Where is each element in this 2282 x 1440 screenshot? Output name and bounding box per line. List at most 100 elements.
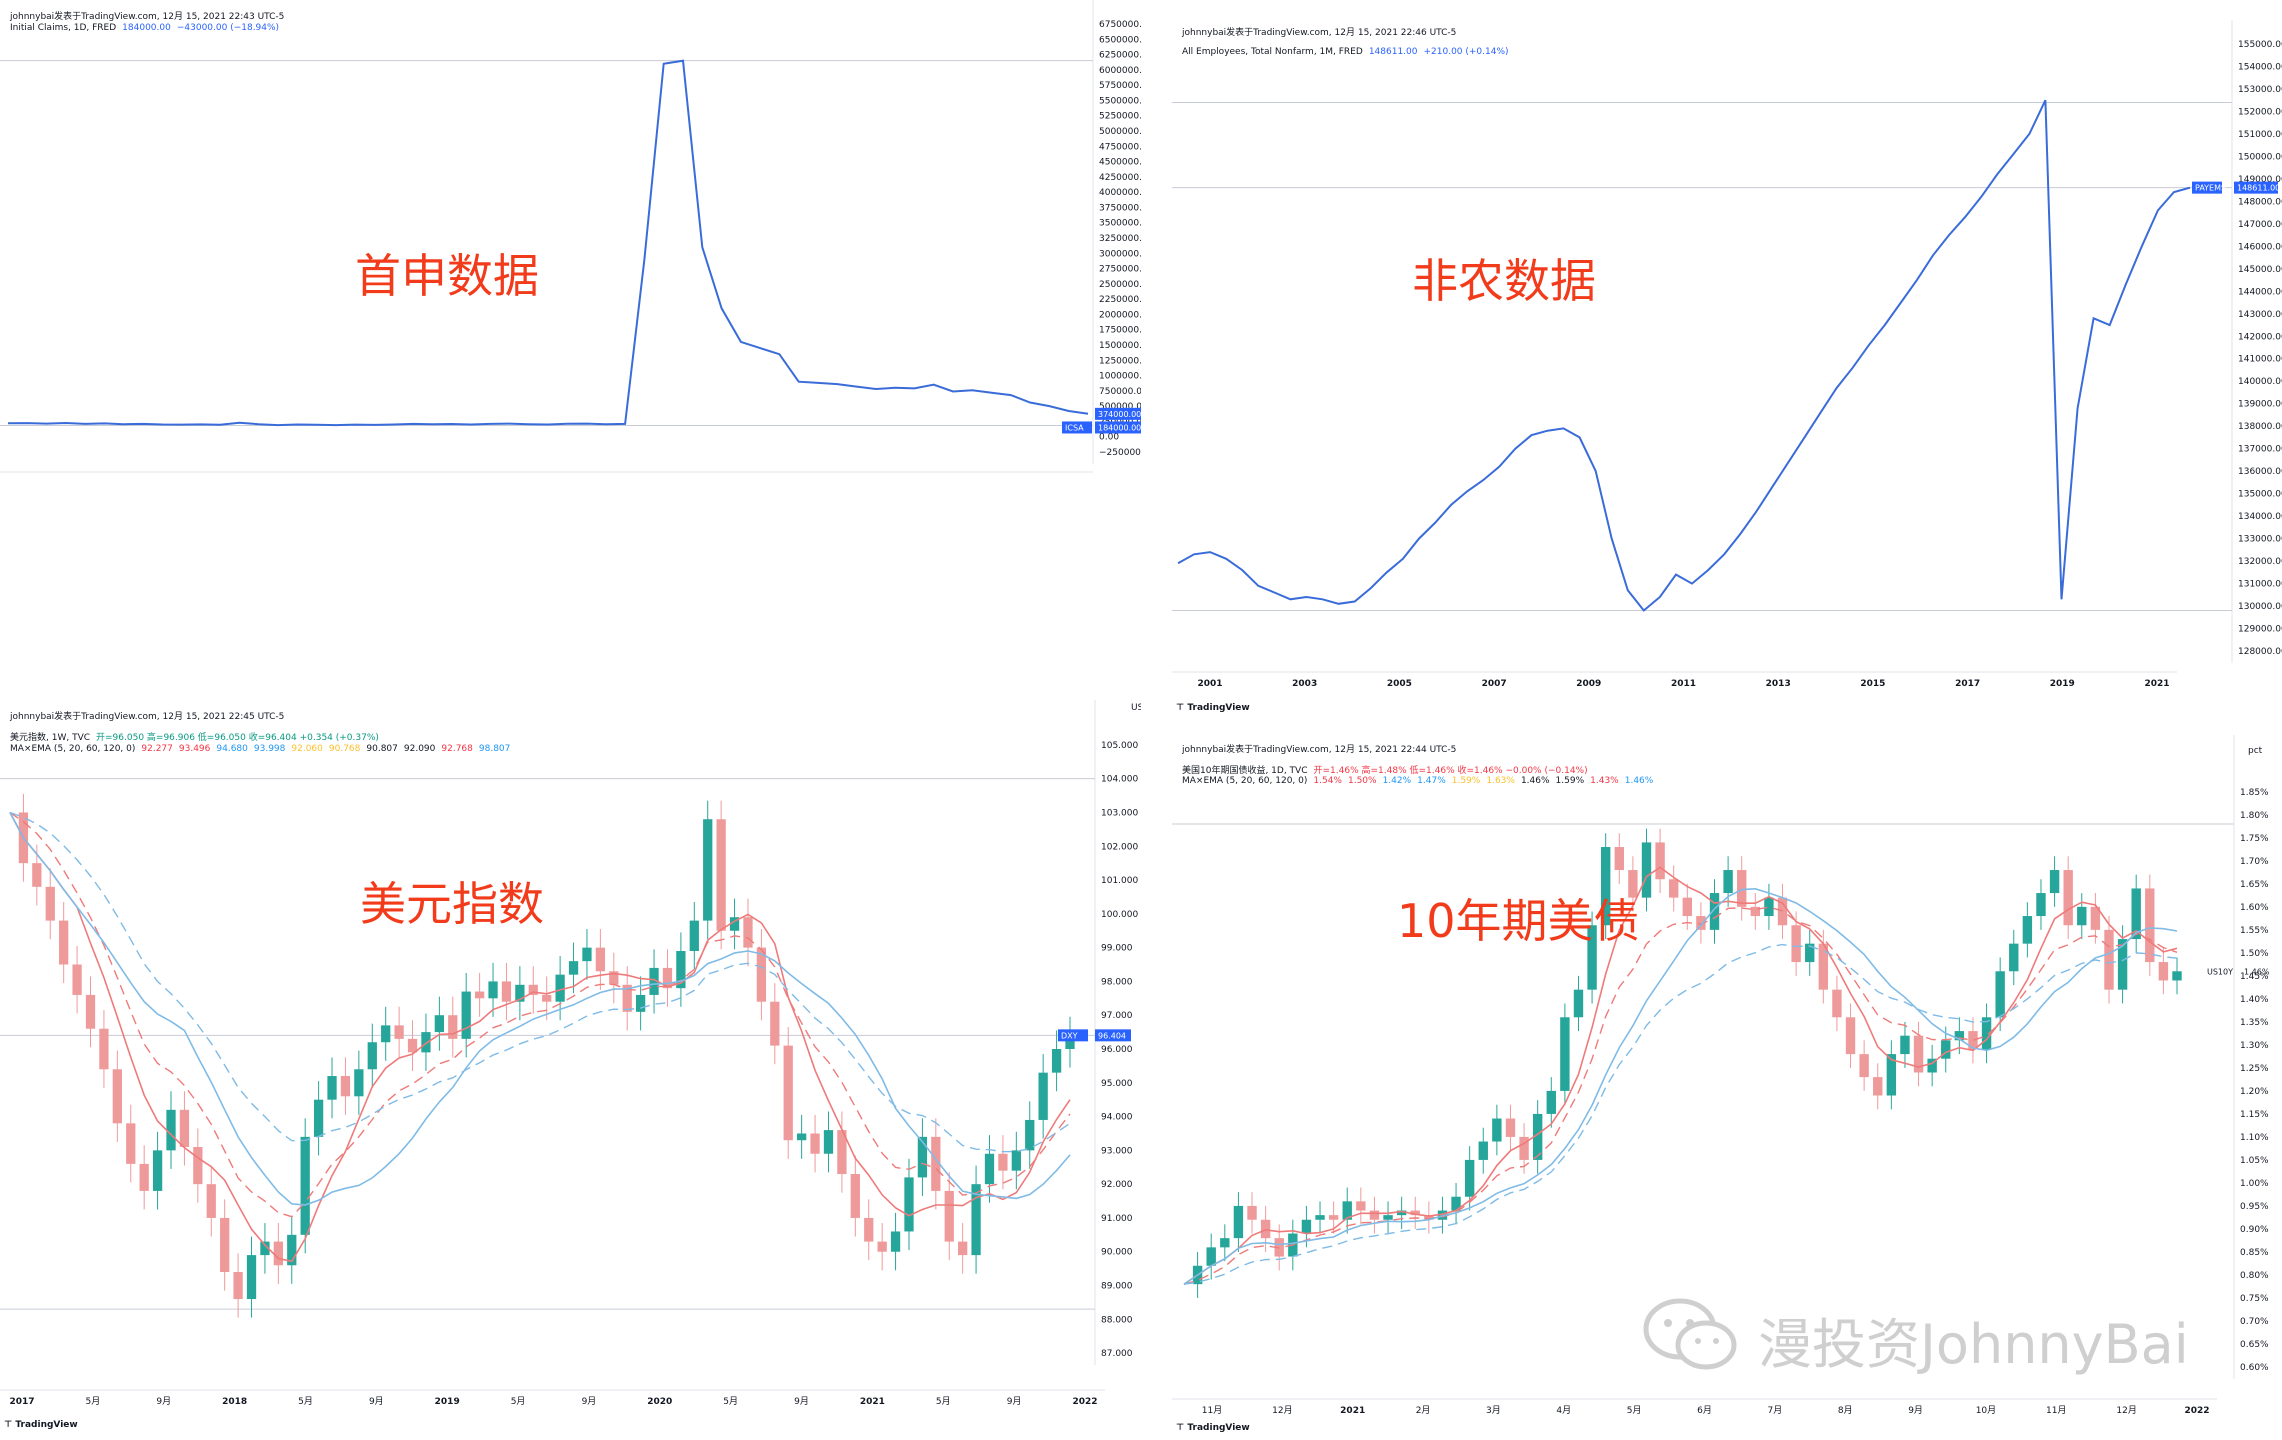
dxy-candle-body bbox=[300, 1136, 310, 1235]
y-tick-label: 1000000.00 bbox=[1099, 372, 1141, 382]
us10y-candle-body bbox=[1737, 870, 1747, 907]
us10y-legend-ohlc: 开=1.46% 高=1.48% 低=1.46% 收=1.46% −0.00% (… bbox=[1313, 766, 1588, 776]
dxy-candle-body bbox=[542, 994, 552, 1002]
y-tick-label: 1.20% bbox=[2240, 1087, 2269, 1097]
y-tick-label: 1.85% bbox=[2240, 788, 2269, 798]
payrolls-legend-name: All Employees, Total Nonfarm, 1M, FRED bbox=[1182, 47, 1363, 57]
y-tick-label: 103.000 bbox=[1101, 808, 1138, 818]
us10y-candle-body bbox=[1709, 893, 1720, 930]
y-tick-label: 5250000.00 bbox=[1099, 112, 1141, 122]
dxy-candle-body bbox=[313, 1099, 324, 1137]
y-tick-label: 1.40% bbox=[2240, 995, 2269, 1005]
dxy-candle-body bbox=[448, 1015, 458, 1039]
y-tick-label: 146000.00 bbox=[2238, 242, 2282, 252]
y-tick-label: 150000.00 bbox=[2238, 152, 2282, 162]
x-tick-label: 2月 bbox=[1416, 1405, 1431, 1416]
us10y-candle-body bbox=[1600, 847, 1611, 926]
dxy-candle-body bbox=[635, 994, 646, 1012]
y-tick-label: 135000.00 bbox=[2238, 490, 2282, 500]
claims-chart: 6750000.00 6500000.00 6250000.00 6000000.00… bbox=[0, 0, 1141, 473]
us10y-candle-body bbox=[1859, 1054, 1869, 1078]
payrolls-chart: 155000.00 154000.00 153000.00 152000.00 1510… bbox=[1172, 20, 2282, 689]
dxy-candle-body bbox=[394, 1025, 404, 1039]
y-tick-label: 1.00% bbox=[2240, 1179, 2269, 1189]
dxy-candle-body bbox=[582, 947, 592, 962]
x-tick-label: 2017 bbox=[9, 1397, 34, 1407]
y-tick-label: 145000.00 bbox=[2238, 265, 2282, 275]
x-tick-label: 12月 bbox=[2116, 1405, 2136, 1416]
dxy-header: johnnybai发表于TradingView.com, 12月 15, 202… bbox=[10, 712, 285, 722]
dxy-candle-body bbox=[877, 1241, 887, 1252]
dxy-ema-mid bbox=[9, 811, 1071, 1218]
series-name-tag-bg bbox=[2192, 181, 2222, 194]
x-tick-label: 5月 bbox=[936, 1396, 951, 1407]
y-tick-label: 144000.00 bbox=[2238, 287, 2282, 297]
y-tick-label: 2750000.00 bbox=[1099, 265, 1141, 275]
us10y-candle-body bbox=[1900, 1035, 1910, 1055]
y-tick-label: 142000.00 bbox=[2238, 332, 2282, 342]
y-tick-label: 6250000.00 bbox=[1099, 51, 1141, 61]
price-tag: 1.46% bbox=[2244, 967, 2270, 976]
dxy-candle-body bbox=[166, 1109, 176, 1151]
y-tick-label: 0.60% bbox=[2240, 1363, 2269, 1373]
y-tick-label: 94.000 bbox=[1101, 1113, 1133, 1123]
us10y-ma-label: MA×EMA (5, 20, 60, 120, 0) bbox=[1182, 776, 1308, 786]
x-tick-label: 12月 bbox=[1272, 1405, 1292, 1416]
x-tick-label: 2021 bbox=[860, 1397, 885, 1407]
dxy-candle-body bbox=[193, 1146, 203, 1185]
us10y-candle-body bbox=[2049, 870, 2060, 894]
dxy-candle-body bbox=[381, 1025, 391, 1043]
dxy-candle-body bbox=[917, 1136, 928, 1178]
y-tick-label: 152000.00 bbox=[2238, 107, 2282, 117]
us10y-candle-body bbox=[1233, 1205, 1244, 1239]
y-tick-label: 137000.00 bbox=[2238, 445, 2282, 455]
payrolls-footer: TradingView bbox=[1187, 703, 1250, 713]
dxy-candle-body bbox=[958, 1241, 968, 1256]
y-tick-label: 3500000.00 bbox=[1099, 219, 1141, 229]
x-tick-label: 5月 bbox=[298, 1396, 313, 1407]
y-tick-label: 1.10% bbox=[2240, 1133, 2269, 1143]
dxy-candle-body bbox=[407, 1038, 418, 1053]
dxy-candle-body bbox=[367, 1042, 377, 1070]
y-tick-label: 5750000.00 bbox=[1099, 81, 1141, 91]
dxy-big-title: 美元指数 bbox=[360, 877, 544, 931]
dxy-candle-body bbox=[823, 1130, 834, 1154]
y-tick-label: 136000.00 bbox=[2238, 467, 2282, 477]
claims-legend: Initial Claims, 1D, FRED 184000.00 −43000.… bbox=[10, 23, 285, 33]
ma-value: 1.50% bbox=[1347, 776, 1377, 786]
series-name-tag: PAYEMS bbox=[2195, 184, 2226, 193]
dxy-candle-body bbox=[327, 1076, 337, 1100]
y-tick-label: 129000.00 bbox=[2238, 625, 2282, 635]
y-tick-label: 130000.00 bbox=[2238, 602, 2282, 612]
dxy-candle-body bbox=[944, 1190, 954, 1242]
y-tick-label: 0.85% bbox=[2240, 1248, 2269, 1258]
dxy-candle-body bbox=[434, 1015, 445, 1033]
dxy-candle-body bbox=[676, 951, 686, 989]
claims-series-line bbox=[7, 59, 1089, 427]
us10y-header: johnnybai发表于TradingView.com, 12月 15, 202… bbox=[1182, 745, 1457, 755]
y-tick-label: 4250000.00 bbox=[1099, 173, 1141, 183]
ma-value: 1.63% bbox=[1486, 776, 1515, 786]
y-tick-label: 5000000.00 bbox=[1099, 127, 1141, 137]
y-tick-label: 1.70% bbox=[2240, 857, 2269, 867]
us10y-ema-long bbox=[1183, 943, 2178, 1285]
ma-value: 92.060 bbox=[291, 744, 323, 754]
dxy-candle-body bbox=[1038, 1072, 1048, 1120]
x-tick-label: 2020 bbox=[647, 1397, 672, 1407]
claims-legend-name: Initial Claims, 1D, FRED bbox=[10, 23, 117, 33]
y-tick-label: 3750000.00 bbox=[1099, 203, 1141, 213]
x-tick-label: 2019 bbox=[2050, 679, 2075, 689]
us10y-candle-body bbox=[1873, 1077, 1883, 1096]
dxy-candle-body bbox=[501, 981, 512, 1002]
payrolls-big-title: 非农数据 bbox=[1412, 254, 1596, 308]
dxy-candle-body bbox=[568, 961, 579, 975]
y-tick-label: 2500000.00 bbox=[1099, 280, 1141, 290]
us10y-candle-body bbox=[1356, 1201, 1366, 1211]
y-tick-label: 102.000 bbox=[1101, 842, 1138, 852]
dxy-candle-body bbox=[126, 1123, 136, 1164]
y-tick-label: 151000.00 bbox=[2238, 130, 2282, 140]
price-tag: 96.404 bbox=[1098, 1031, 1126, 1040]
us10y-candle-body bbox=[1383, 1215, 1393, 1220]
y-tick-label: 128000.00 bbox=[2238, 647, 2282, 657]
us10y-candle-body bbox=[2104, 929, 2114, 990]
